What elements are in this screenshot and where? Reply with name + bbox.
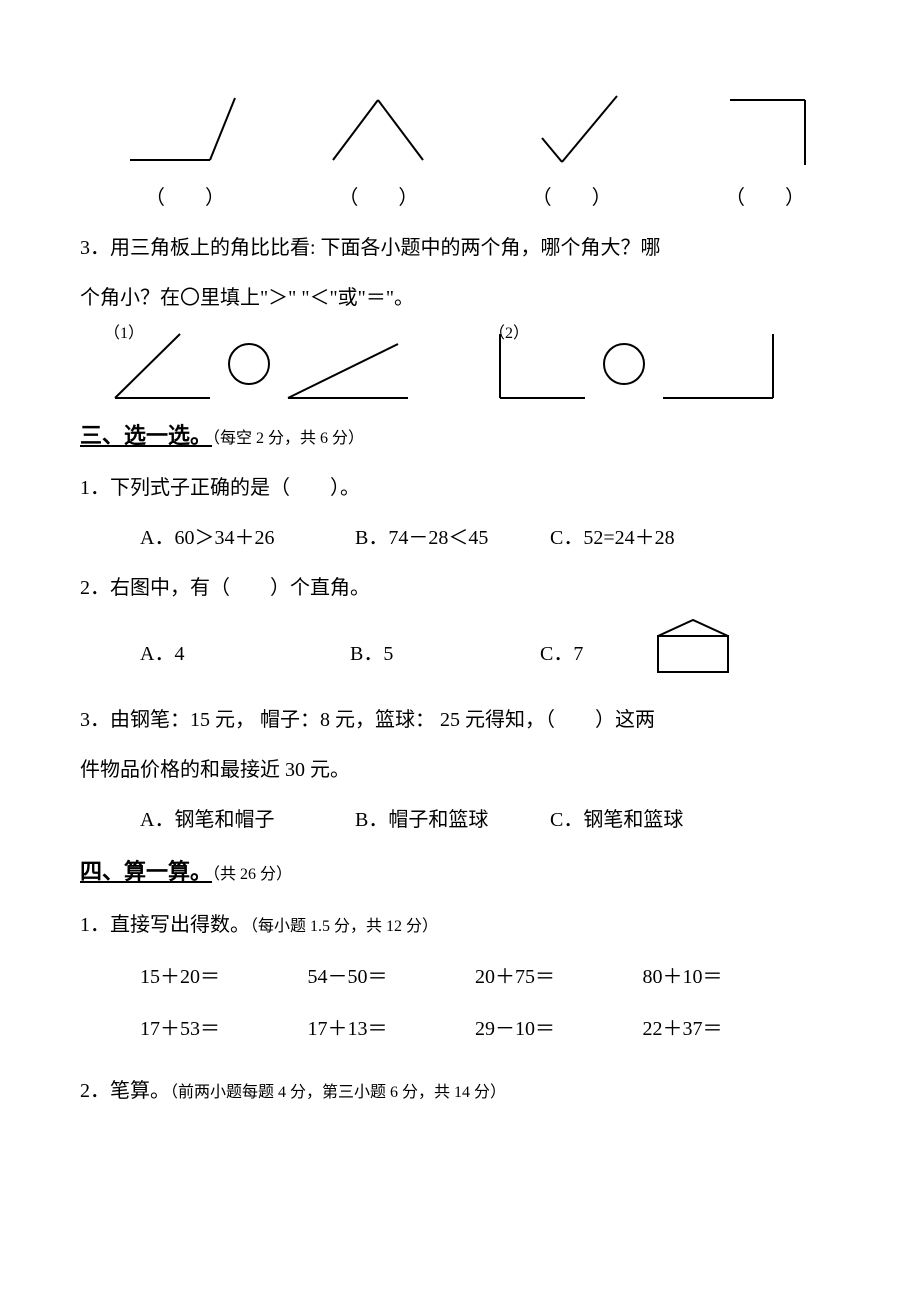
section-4-title: 四、算一算。 [80, 859, 212, 884]
angle-4-blank[interactable]: （ ） [690, 176, 840, 220]
angle-shapes-row: （ ） （ ） （ ） （ ） [110, 90, 840, 220]
s3-q2-opt-a[interactable]: A．4 [140, 632, 350, 676]
s4-q2-note: （前两小题每题 4 分，第三小题 6 分，共 14 分） [170, 1084, 506, 1101]
section-4-header: 四、算一算。（共 26 分） [80, 848, 840, 896]
s4-q1-text: 1．直接写出得数。 [80, 914, 250, 936]
calc-row-1: 15＋20＝ 54－50＝ 20＋75＝ 80＋10＝ [140, 955, 810, 999]
calc-item-1[interactable]: 54－50＝ [308, 955, 476, 999]
s3-q2-row: 2．右图中，有（ ）个直角。 [80, 566, 840, 610]
angle-shape-3: （ ） [497, 90, 647, 220]
s3-q3-opt-c[interactable]: C．钢笔和篮球 [550, 798, 683, 842]
section-3-header: 三、选一选。（每空 2 分，共 6 分） [80, 412, 840, 460]
angle-2-svg [313, 90, 443, 170]
angle-1-svg [120, 90, 250, 170]
angle-shape-2: （ ） [303, 90, 453, 220]
compare-2-angle-b [653, 326, 783, 406]
section-3-title: 三、选一选。 [80, 423, 212, 448]
s3-q2-opt-b[interactable]: B．5 [350, 632, 540, 676]
compare-row: （1） （2） [100, 326, 840, 406]
s3-q3-line1: 3．由钢笔：15 元， 帽子：8 元，篮球： 25 元得知，（ ）这两 [80, 698, 840, 742]
compare-label-2: （2） [489, 316, 529, 351]
compare-group-1: （1） [100, 326, 455, 406]
calc-item-5[interactable]: 17＋13＝ [308, 1007, 476, 1051]
house-figure [648, 616, 738, 692]
calc-item-6[interactable]: 29－10＝ [475, 1007, 643, 1051]
s3-q2-opt-c[interactable]: C．7 [540, 632, 640, 676]
s4-q2-header: 2．笔算。（前两小题每题 4 分，第三小题 6 分，共 14 分） [80, 1069, 840, 1113]
calc-item-2[interactable]: 20＋75＝ [475, 955, 643, 999]
s4-q1-note: （每小题 1.5 分，共 12 分） [250, 918, 438, 935]
calc-item-4[interactable]: 17＋53＝ [140, 1007, 308, 1051]
calc-item-7[interactable]: 22＋37＝ [643, 1007, 811, 1051]
s3-q3-opt-a[interactable]: A．钢笔和帽子 [140, 798, 350, 842]
angle-shape-4: （ ） [690, 90, 840, 220]
s3-q1-options: A．60＞34＋26 B．74－28＜45 C．52=24＋28 [140, 516, 840, 560]
s4-q2-text: 2．笔算。 [80, 1080, 170, 1102]
compare-label-1: （1） [104, 316, 144, 351]
section-3-note: （每空 2 分，共 6 分） [212, 430, 364, 447]
compare-2-circle[interactable] [601, 341, 647, 387]
q3-line1: 3．用三角板上的角比比看: 下面各小题中的两个角，哪个角大？哪 [80, 226, 840, 270]
s3-q1-opt-c[interactable]: C．52=24＋28 [550, 516, 675, 560]
calc-row-2: 17＋53＝ 17＋13＝ 29－10＝ 22＋37＝ [140, 1007, 810, 1051]
s3-q2-text: 2．右图中，有（ ）个直角。 [80, 577, 370, 599]
q3-line2: 个角小？在〇里填上"＞" "＜"或"＝"。 [80, 276, 840, 320]
calc-item-3[interactable]: 80＋10＝ [643, 955, 811, 999]
angle-2-blank[interactable]: （ ） [303, 176, 453, 220]
s4-q1-header: 1．直接写出得数。（每小题 1.5 分，共 12 分） [80, 903, 840, 947]
angle-3-blank[interactable]: （ ） [497, 176, 647, 220]
compare-1-angle-b [278, 326, 418, 406]
s3-q1-opt-a[interactable]: A．60＞34＋26 [140, 516, 350, 560]
s3-q3-opt-b[interactable]: B．帽子和篮球 [355, 798, 545, 842]
compare-group-2: （2） [485, 326, 840, 406]
angle-3-svg [507, 90, 637, 170]
calc-item-0[interactable]: 15＋20＝ [140, 955, 308, 999]
angle-4-svg [710, 90, 820, 170]
section-4-note: （共 26 分） [212, 866, 292, 883]
s3-q3-line2: 件物品价格的和最接近 30 元。 [80, 748, 840, 792]
s3-q3-options: A．钢笔和帽子 B．帽子和篮球 C．钢笔和篮球 [140, 798, 840, 842]
compare-1-circle[interactable] [226, 341, 272, 387]
s3-q1-opt-b[interactable]: B．74－28＜45 [355, 516, 545, 560]
s3-q2-options: A．4 B．5 C．7 [140, 616, 840, 692]
angle-1-blank[interactable]: （ ） [110, 176, 260, 220]
s3-q1-text: 1．下列式子正确的是（ ）。 [80, 466, 840, 510]
angle-shape-1: （ ） [110, 90, 260, 220]
